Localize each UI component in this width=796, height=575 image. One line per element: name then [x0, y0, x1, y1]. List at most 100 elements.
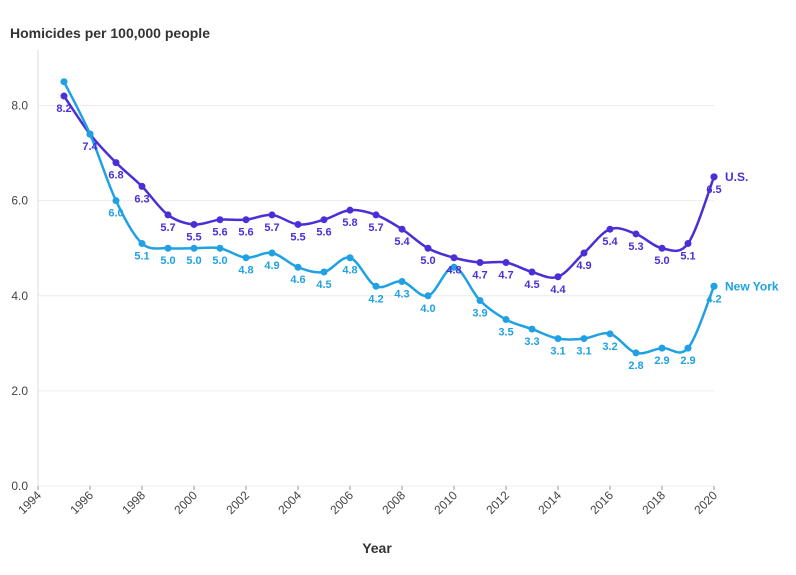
- data-point-u-s: [294, 220, 302, 228]
- x-tick-label: 2014: [535, 488, 564, 517]
- data-point-u-s: [60, 92, 68, 100]
- x-tick-label: 2016: [587, 488, 616, 517]
- data-point-new-york: [658, 344, 666, 352]
- data-point-new-york: [60, 78, 68, 86]
- data-point-new-york: [242, 254, 250, 262]
- data-point-u-s: [138, 182, 146, 190]
- data-point-new-york: [502, 316, 510, 324]
- data-point-u-s: [554, 273, 562, 281]
- data-label-u-s: 5.6: [238, 227, 253, 239]
- data-point-u-s: [112, 159, 120, 167]
- x-tick-label: 2012: [483, 488, 512, 517]
- data-labels: 8.2 7.4 6.8 6.3 5.7 5.5 5.6 5.6 5.7 5.5 5.6 5.8 5.7 5…: [56, 103, 779, 372]
- data-label-new-york: 4.2: [368, 293, 383, 305]
- data-point-u-s: [528, 268, 536, 276]
- data-point-new-york: [476, 297, 484, 305]
- data-label-new-york: 4.0: [420, 303, 435, 315]
- data-label-u-s: 4.8: [446, 265, 461, 277]
- data-label-new-york: 2.8: [628, 360, 643, 372]
- data-point-u-s: [216, 216, 224, 224]
- data-point-new-york: [606, 330, 614, 338]
- chart-title: Homicides per 100,000 people: [10, 25, 210, 41]
- data-label-u-s: 5.4: [602, 236, 618, 248]
- series-name-u-s: U.S.: [725, 170, 748, 184]
- data-label-new-york: 5.0: [212, 255, 227, 267]
- gridlines: [38, 105, 714, 487]
- data-label-u-s: 7.4: [82, 141, 98, 153]
- data-label-u-s: 4.7: [498, 269, 513, 281]
- data-point-new-york: [450, 263, 458, 271]
- data-label-new-york: 2.9: [680, 355, 695, 367]
- data-point-u-s: [372, 211, 380, 219]
- data-point-u-s: [424, 244, 432, 252]
- data-point-new-york: [580, 335, 588, 343]
- data-label-u-s: 5.0: [420, 255, 435, 267]
- x-tick-label: 1996: [67, 488, 96, 517]
- data-point-new-york: [294, 263, 302, 271]
- x-tick-label: 2004: [275, 488, 304, 517]
- data-label-new-york: 4.2: [706, 293, 721, 305]
- x-tick-label: 2002: [223, 488, 252, 517]
- data-point-new-york: [346, 254, 354, 262]
- data-label-u-s: 4.7: [472, 269, 487, 281]
- data-point-new-york: [424, 292, 432, 300]
- data-point-new-york: [138, 239, 146, 247]
- data-point-new-york: [398, 278, 406, 286]
- data-label-new-york: 5.0: [186, 255, 201, 267]
- data-label-new-york: 2.9: [654, 355, 669, 367]
- data-point-new-york: [528, 325, 536, 333]
- data-point-u-s: [346, 206, 354, 214]
- y-tick-label: 4.0: [11, 289, 28, 303]
- data-label-u-s: 5.7: [160, 222, 175, 234]
- data-label-u-s: 6.8: [108, 170, 123, 182]
- data-label-u-s: 4.9: [576, 260, 591, 272]
- data-label-u-s: 4.5: [524, 279, 539, 291]
- series-name-new-york: New York: [725, 279, 779, 293]
- data-label-new-york: 3.3: [524, 336, 539, 348]
- data-point-u-s: [398, 225, 406, 233]
- data-point-u-s: [606, 225, 614, 233]
- data-point-new-york: [190, 244, 198, 252]
- data-point-u-s: [632, 230, 640, 238]
- data-point-new-york: [554, 335, 562, 343]
- data-label-new-york: 6.0: [108, 208, 123, 220]
- data-label-u-s: 5.6: [212, 227, 227, 239]
- data-point-u-s: [320, 216, 328, 224]
- data-label-u-s: 5.1: [680, 250, 695, 262]
- data-label-new-york: 5.1: [134, 250, 149, 262]
- x-tick-label: 2010: [431, 488, 460, 517]
- data-label-new-york: 4.8: [342, 265, 357, 277]
- y-tick-label: 0.0: [11, 479, 28, 493]
- data-point-new-york: [86, 130, 94, 138]
- data-label-new-york: 3.9: [472, 308, 487, 320]
- series-line-new-york: [62, 81, 716, 355]
- data-point-u-s: [164, 211, 172, 219]
- data-label-u-s: 5.7: [264, 222, 279, 234]
- data-label-new-york: 3.5: [498, 327, 513, 339]
- y-tick-label: 2.0: [11, 384, 28, 398]
- data-label-new-york: 4.8: [238, 265, 253, 277]
- x-tick-label: 1998: [119, 488, 148, 517]
- data-label-new-york: 3.1: [550, 346, 565, 358]
- data-point-new-york: [112, 197, 120, 205]
- data-label-u-s: 6.5: [706, 184, 721, 196]
- x-tick-label: 2020: [691, 488, 720, 517]
- x-tick-label: 2006: [327, 488, 356, 517]
- data-point-new-york: [320, 268, 328, 276]
- series-end-marker: [710, 173, 718, 181]
- x-tick-label: 2018: [639, 488, 668, 517]
- data-point-u-s: [580, 249, 588, 257]
- data-label-u-s: 5.5: [186, 231, 201, 243]
- data-point-u-s: [242, 216, 250, 224]
- data-label-new-york: 5.0: [160, 255, 175, 267]
- data-label-u-s: 5.8: [342, 217, 357, 229]
- data-label-new-york: 4.6: [290, 274, 305, 286]
- series-line-u-s: [62, 95, 716, 279]
- data-point-u-s: [684, 239, 692, 247]
- data-label-u-s: 5.3: [628, 241, 643, 253]
- data-point-new-york: [684, 344, 692, 352]
- data-point-u-s: [658, 244, 666, 252]
- data-point-new-york: [372, 282, 380, 290]
- data-label-u-s: 5.5: [290, 231, 305, 243]
